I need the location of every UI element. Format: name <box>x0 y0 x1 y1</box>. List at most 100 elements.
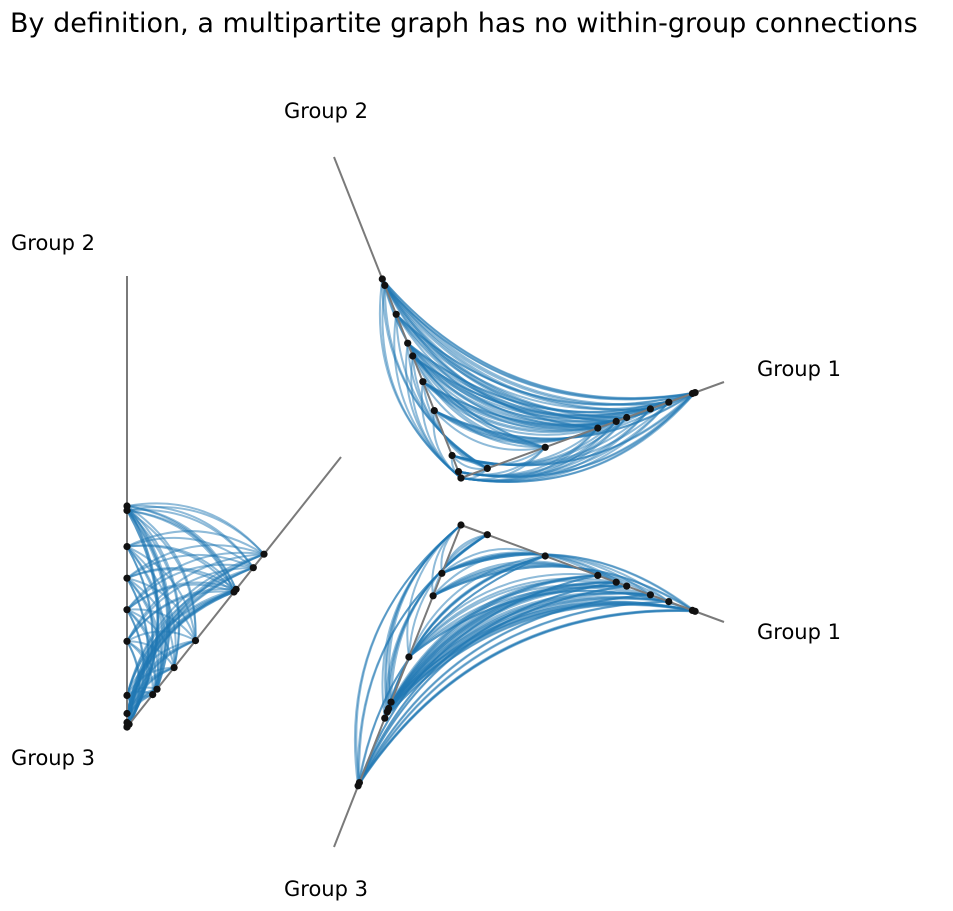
edge <box>433 409 546 451</box>
node-g2 <box>123 718 131 727</box>
edge <box>441 553 696 613</box>
edge <box>356 533 488 786</box>
node-g2 <box>378 275 386 283</box>
node-g1 <box>691 389 699 397</box>
node-g3 <box>191 637 200 645</box>
node-g3 <box>383 708 391 716</box>
edge <box>126 536 254 569</box>
node-g3 <box>438 569 446 577</box>
edge <box>384 603 696 719</box>
axis-line-g3 <box>333 524 462 848</box>
edge <box>126 553 254 580</box>
edge <box>126 502 265 555</box>
node-g1 <box>691 607 699 615</box>
edge <box>407 342 696 413</box>
node-g1 <box>594 424 602 432</box>
edge <box>126 577 197 641</box>
edge <box>357 610 696 787</box>
edges-layer <box>126 502 265 729</box>
figure-title: By definition, a multipartite graph has … <box>10 8 918 39</box>
edge <box>408 584 651 658</box>
axes-layer <box>333 524 725 848</box>
node-g2 <box>123 574 131 582</box>
node-g2 <box>419 378 427 386</box>
edge <box>412 355 651 422</box>
panel1-label-group2: Group 2 <box>284 99 368 123</box>
node-g2 <box>123 637 131 645</box>
edge <box>408 589 696 658</box>
panel-group1-group3 <box>333 521 725 848</box>
node-g2 <box>430 407 438 415</box>
edge <box>381 278 488 470</box>
node-g1 <box>623 582 631 590</box>
edge <box>357 600 669 787</box>
edge <box>451 391 696 467</box>
node-g3 <box>249 564 257 572</box>
node-g1 <box>612 417 620 425</box>
nodes-layer <box>378 275 699 482</box>
panel2-label-group3: Group 3 <box>11 746 95 770</box>
node-g1 <box>457 521 465 529</box>
panel-group3-group2 <box>123 276 342 731</box>
node-g3 <box>387 698 395 706</box>
edge <box>412 355 670 420</box>
edge <box>395 313 696 406</box>
edge <box>458 391 696 478</box>
nodes-layer <box>123 502 268 731</box>
node-g3 <box>405 653 413 661</box>
edge <box>407 555 546 658</box>
panel-group1-group2 <box>333 156 725 483</box>
edge <box>353 524 462 786</box>
edge <box>422 380 696 427</box>
node-g1 <box>541 552 549 560</box>
edge <box>126 551 265 611</box>
node-g2 <box>123 606 131 614</box>
edge <box>126 553 265 714</box>
edge <box>395 313 651 414</box>
node-g2 <box>409 352 417 360</box>
node-g2 <box>448 451 456 460</box>
panel1-label-group1: Group 1 <box>757 357 841 381</box>
edge <box>126 553 265 642</box>
node-g3 <box>260 550 268 558</box>
node-g1 <box>665 598 673 606</box>
node-g3 <box>381 714 389 722</box>
node-g1 <box>594 571 602 580</box>
edge <box>126 530 265 556</box>
panel2-label-group2: Group 2 <box>11 231 95 255</box>
edge <box>381 278 696 399</box>
node-g3 <box>354 782 362 790</box>
node-g2 <box>392 310 400 318</box>
edge <box>433 391 696 440</box>
edge <box>126 577 176 668</box>
node-g3 <box>429 592 437 600</box>
panel3-label-group1: Group 1 <box>757 620 841 644</box>
edge <box>432 533 488 597</box>
edge <box>126 544 265 579</box>
node-g2 <box>123 709 131 718</box>
node-g1 <box>483 531 491 539</box>
node-g2 <box>454 468 463 476</box>
node-g2 <box>123 502 131 510</box>
node-g1 <box>646 405 655 413</box>
edge <box>408 586 670 658</box>
node-g3 <box>232 585 240 593</box>
node-g3 <box>170 664 178 672</box>
edge <box>408 579 627 658</box>
edge <box>378 278 462 479</box>
edge <box>432 565 696 613</box>
node-g1 <box>646 591 655 599</box>
node-g1 <box>541 443 549 451</box>
axis-line-g1 <box>460 381 725 479</box>
edge <box>422 380 599 436</box>
node-g2 <box>123 691 131 700</box>
edge <box>126 553 265 696</box>
edge <box>126 639 196 696</box>
node-g2 <box>457 474 465 482</box>
node-g1 <box>483 464 491 472</box>
edge <box>395 313 669 411</box>
node-g1 <box>623 413 631 422</box>
node-g2 <box>381 281 389 289</box>
axis-line-g1 <box>460 524 725 623</box>
